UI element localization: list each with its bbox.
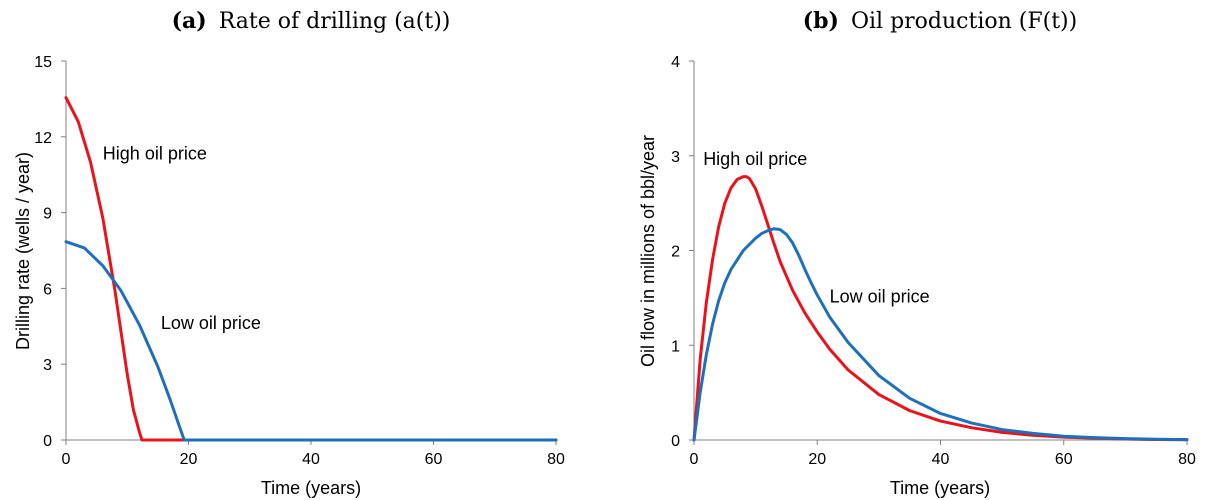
panel-a-y-tick-label: 3 <box>43 357 52 374</box>
panel-b-y-tick-label: 0 <box>671 433 680 450</box>
panel-a-x-axis-label: Time (years) <box>261 478 361 498</box>
panel-b-title-text: Oil production (F(t)) <box>851 9 1077 34</box>
panel-b-x-tick-label: 60 <box>1055 451 1073 468</box>
panel-b-y-axis-label: Oil flow in millions of bbl/year <box>638 135 658 367</box>
panel-a-series-low-oil-price <box>64 240 558 442</box>
panel-b-letter: (b) <box>803 8 839 34</box>
panel-a-y-tick-label: 9 <box>43 206 52 223</box>
panel-b-y-tick-label: 3 <box>671 149 680 166</box>
panel-a-annotation-low-oil-price: Low oil price <box>161 313 261 333</box>
panel-b-x-axis-label: Time (years) <box>890 478 990 498</box>
panel-b-series-high-oil-price <box>692 175 1189 442</box>
panel-a-x-tick-label: 0 <box>62 451 71 468</box>
panel-a-y-axis-label: Drilling rate (wells / year) <box>13 152 33 350</box>
panel-a-x-tick-label: 80 <box>547 451 565 468</box>
panel-b-series <box>692 175 1189 442</box>
panel-b-y-tick-label: 2 <box>671 244 680 261</box>
panel-b-title: (b) Oil production (F(t)) <box>803 8 1077 34</box>
panel-b-x-tick-label: 0 <box>690 451 699 468</box>
panel-a-title-text: Rate of drilling (a(t)) <box>219 9 451 34</box>
panel-b-y-tick-label: 4 <box>671 54 680 71</box>
panel-a: (a) Rate of drilling (a(t)) 0 3 6 9 12 15 0 20 4… <box>13 8 565 498</box>
panel-b-annotation-low-oil-price: Low oil price <box>830 287 930 307</box>
panel-b-y-tick-label: 1 <box>671 338 680 355</box>
panel-a-y-tick-label: 12 <box>34 130 52 147</box>
panel-b-x-tick-label: 40 <box>932 451 950 468</box>
panel-a-y-tick-label: 0 <box>43 433 52 450</box>
panel-b-x-tick-label: 80 <box>1178 451 1196 468</box>
panel-a-annotation-high-oil-price: High oil price <box>103 144 207 164</box>
panel-a-x-tick-label: 60 <box>425 451 443 468</box>
panel-a-series <box>64 96 558 442</box>
panel-b-series-low-oil-price <box>692 227 1189 442</box>
panel-b-x-tick-label: 20 <box>808 451 826 468</box>
panel-b-annotation-high-oil-price: High oil price <box>703 149 807 169</box>
panel-a-y-tick-label: 6 <box>43 281 52 298</box>
panel-a-title: (a) Rate of drilling (a(t)) <box>172 8 451 34</box>
panel-a-letter: (a) <box>172 8 207 34</box>
panel-a-x-tick-label: 40 <box>302 451 320 468</box>
panel-a-x-tick-label: 20 <box>180 451 198 468</box>
panel-a-axes: 0 3 6 9 12 15 0 20 40 60 80 <box>34 54 565 468</box>
panel-a-y-tick-label: 15 <box>34 54 52 71</box>
